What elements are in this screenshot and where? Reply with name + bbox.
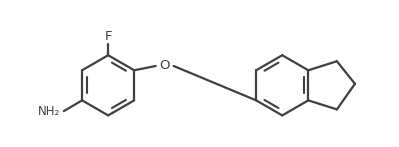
Text: NH₂: NH₂ — [38, 105, 61, 118]
Text: O: O — [160, 60, 170, 72]
Text: F: F — [105, 30, 112, 43]
